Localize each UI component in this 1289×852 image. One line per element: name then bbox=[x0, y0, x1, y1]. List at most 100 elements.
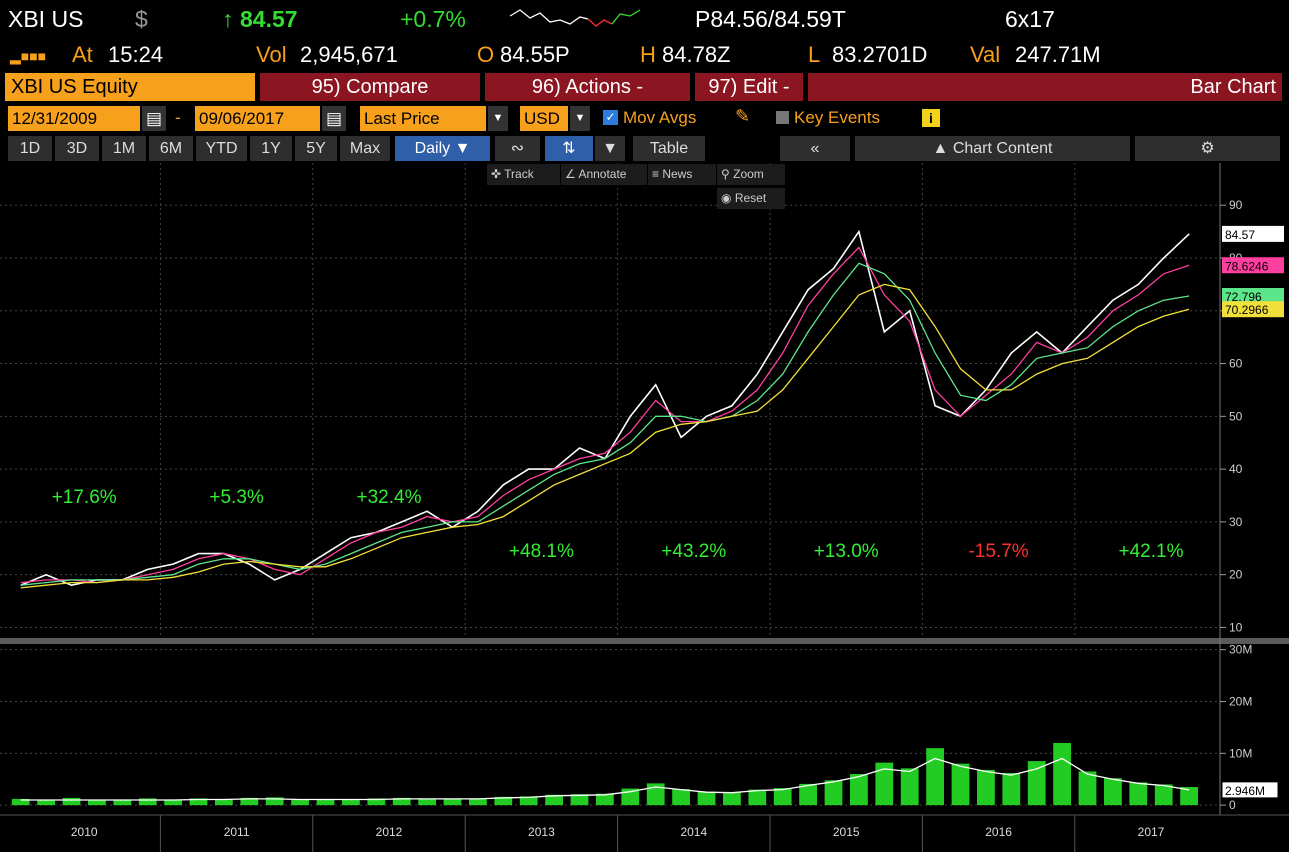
collapse-button[interactable]: « bbox=[780, 136, 850, 161]
volume-bar bbox=[291, 799, 309, 806]
volume-bar bbox=[1078, 771, 1097, 806]
volume-bar bbox=[799, 783, 817, 806]
y-tick-label: 20 bbox=[1229, 568, 1243, 582]
volume-bar bbox=[11, 798, 30, 806]
y-tick-label: 30 bbox=[1229, 515, 1243, 529]
zoom-button[interactable]: ⚲ Zoom bbox=[717, 164, 785, 185]
end-date[interactable]: 09/06/2017 bbox=[195, 106, 320, 131]
dropdown[interactable]: ▼ bbox=[488, 106, 508, 131]
last-value-label: 2.946M bbox=[1225, 784, 1265, 798]
last-value-label: 78.6246 bbox=[1225, 259, 1269, 273]
volume-bar bbox=[723, 792, 741, 806]
info-icon[interactable]: i bbox=[922, 109, 940, 127]
track-button[interactable]: ✜ Track bbox=[487, 164, 560, 185]
volume-bar bbox=[900, 768, 919, 806]
frequency-button[interactable]: Daily ▼ bbox=[395, 136, 490, 161]
panel-separator bbox=[0, 638, 1289, 644]
volume-bar bbox=[545, 794, 563, 806]
time-label: At bbox=[72, 42, 93, 67]
volume-bar bbox=[1129, 782, 1148, 806]
last-value-label: 84.57 bbox=[1225, 228, 1255, 242]
last-value-label: 70.2966 bbox=[1225, 303, 1269, 317]
volume-bar bbox=[215, 798, 233, 806]
annotate-text: Annotate bbox=[578, 167, 627, 181]
x-tick-label: 2011 bbox=[224, 825, 250, 839]
compare-button[interactable]: 95) Compare bbox=[260, 73, 480, 101]
low: 83.2701D bbox=[832, 42, 928, 67]
volume-bar bbox=[494, 796, 513, 806]
volume-bar bbox=[773, 788, 792, 806]
y-tick-label: 20M bbox=[1229, 694, 1252, 708]
reset-text: Reset bbox=[734, 191, 767, 205]
volume-bar bbox=[519, 796, 538, 806]
volume-bar bbox=[850, 774, 868, 806]
chart-content-button[interactable]: ▲ Chart Content bbox=[855, 136, 1130, 161]
y-tick-label: 60 bbox=[1229, 357, 1243, 371]
period-button[interactable]: Max bbox=[340, 136, 390, 161]
last-price: 84.57 bbox=[240, 6, 298, 32]
volume-bar bbox=[977, 769, 995, 806]
volume-bar bbox=[392, 797, 411, 806]
chart-dropdown[interactable]: ▼ bbox=[595, 136, 625, 161]
key-events-label: Key Events bbox=[794, 108, 880, 127]
calendar-icon[interactable]: ▤ bbox=[142, 106, 166, 131]
volume-bar bbox=[1053, 742, 1071, 806]
last-value-box bbox=[1221, 781, 1279, 799]
period-button[interactable]: 6M bbox=[149, 136, 193, 161]
currency-select[interactable]: USD bbox=[520, 106, 568, 131]
last-value-label: 72.796 bbox=[1225, 290, 1262, 304]
low-label: L bbox=[808, 42, 821, 67]
period-button[interactable]: YTD bbox=[196, 136, 247, 161]
start-date[interactable]: 12/31/2009 bbox=[8, 106, 140, 131]
annotation: +32.4% bbox=[357, 487, 422, 508]
period-button[interactable]: 1M bbox=[102, 136, 146, 161]
period-button[interactable]: 5Y bbox=[295, 136, 337, 161]
volume-bar bbox=[469, 798, 487, 806]
mov-avgs-checkbox[interactable]: ✓ bbox=[603, 110, 618, 125]
annotation: +5.3% bbox=[209, 487, 264, 508]
period-button[interactable]: 1Y bbox=[250, 136, 292, 161]
change: +0.7% bbox=[400, 6, 466, 32]
volume-bar bbox=[37, 799, 55, 806]
volume-bar bbox=[926, 748, 944, 806]
volume-bar bbox=[672, 789, 690, 806]
period-button[interactable]: 1D bbox=[8, 136, 52, 161]
price-line bbox=[20, 246, 1190, 584]
high-label: H bbox=[640, 42, 656, 67]
table-button[interactable]: Table bbox=[633, 136, 705, 161]
x-tick-label: 2015 bbox=[833, 825, 860, 839]
volume-bar bbox=[875, 762, 894, 806]
calendar-icon[interactable]: ▤ bbox=[322, 106, 346, 131]
volume-bar bbox=[443, 798, 462, 806]
volume-bar bbox=[697, 791, 716, 806]
up-arrow: ↑ bbox=[222, 6, 234, 32]
pencil-icon[interactable]: ✎ bbox=[735, 106, 751, 126]
reset-button[interactable]: ◉ Reset bbox=[717, 188, 785, 209]
y-tick-label: 30M bbox=[1229, 643, 1252, 657]
y-tick-label: 10M bbox=[1229, 746, 1252, 760]
volume-bar bbox=[189, 798, 208, 806]
annotate-button[interactable]: ∠ Annotate bbox=[561, 164, 647, 185]
currency: $ bbox=[135, 6, 148, 32]
track-text: Track bbox=[504, 167, 534, 181]
news-button[interactable]: ≡ News bbox=[648, 164, 716, 185]
key-events-checkbox[interactable] bbox=[776, 111, 789, 124]
field-select[interactable]: Last Price bbox=[360, 106, 486, 131]
dropdown[interactable]: ▼ bbox=[570, 106, 590, 131]
volume-bar bbox=[367, 798, 386, 806]
price-line bbox=[20, 283, 1190, 589]
actions-button[interactable]: 96) Actions - bbox=[485, 73, 690, 101]
chart-type-button[interactable]: Bar Chart bbox=[808, 73, 1282, 101]
period-button[interactable]: 3D bbox=[55, 136, 99, 161]
volume-bar bbox=[265, 797, 284, 806]
volume-bar bbox=[418, 798, 436, 806]
volume-bar bbox=[646, 783, 665, 806]
bar-icon[interactable]: ⇅ bbox=[545, 136, 593, 161]
security-box[interactable]: XBI US Equity bbox=[5, 73, 255, 101]
settings-button[interactable]: ⚙ bbox=[1135, 136, 1280, 161]
price-line bbox=[20, 262, 1190, 586]
vol: 2,945,671 bbox=[300, 42, 398, 67]
line-icon[interactable]: ∾ bbox=[495, 136, 540, 161]
edit-button[interactable]: 97) Edit - bbox=[695, 73, 803, 101]
x-tick-label: 2016 bbox=[985, 825, 1012, 839]
